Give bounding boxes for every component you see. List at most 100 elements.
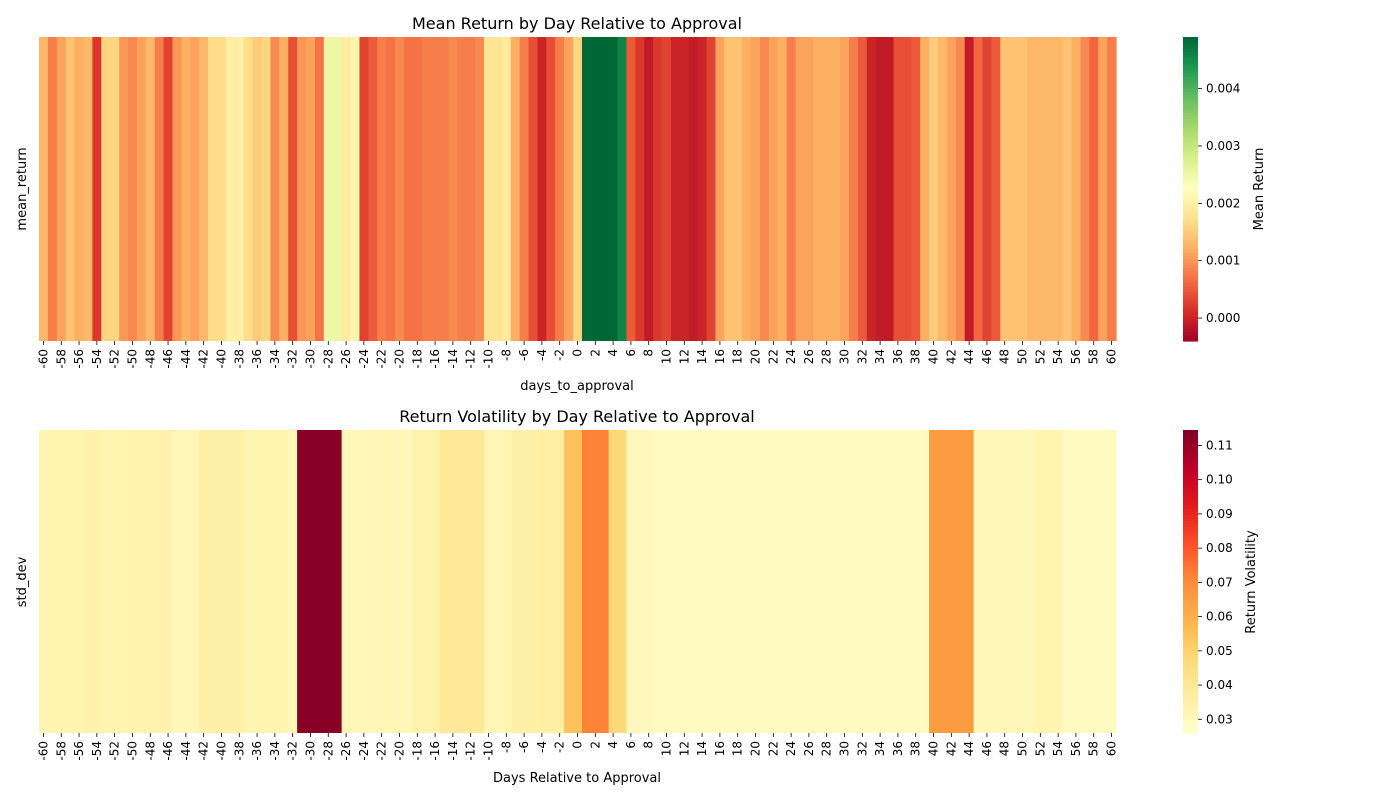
x-tick-label: -56 bbox=[72, 741, 86, 761]
colorbar-segment bbox=[1183, 280, 1198, 284]
colorbar-segment bbox=[1183, 596, 1198, 601]
x-tick-label: -52 bbox=[108, 349, 122, 369]
heatmap-cell bbox=[786, 430, 797, 733]
colorbar-segment bbox=[1183, 466, 1198, 470]
x-tick-label: 30 bbox=[838, 349, 852, 364]
colorbar-segment bbox=[1183, 307, 1198, 312]
colorbar-segment bbox=[1183, 67, 1198, 72]
heatmap-cell bbox=[519, 37, 530, 341]
colorbar-segment bbox=[1183, 451, 1198, 455]
x-tick-label: -30 bbox=[303, 349, 317, 369]
colorbar-segment bbox=[1183, 149, 1198, 154]
heatmap-cell bbox=[83, 37, 93, 341]
colorbar-segment bbox=[1183, 720, 1198, 725]
colorbar-segment bbox=[1183, 708, 1198, 713]
heatmap-cell bbox=[840, 37, 850, 341]
colorbar-segment bbox=[1183, 277, 1198, 281]
heatmap-cell bbox=[270, 430, 280, 733]
colorbar-segment bbox=[1183, 88, 1198, 93]
heatmap-cell bbox=[573, 430, 583, 733]
x-tick-label: 58 bbox=[1087, 741, 1101, 756]
y-axis-label: mean_return bbox=[15, 147, 30, 230]
x-tick-label: -22 bbox=[375, 741, 389, 761]
x-tick-label: 60 bbox=[1105, 741, 1119, 756]
colorbar-segment bbox=[1183, 337, 1198, 342]
colorbar-segment bbox=[1183, 723, 1198, 728]
x-tick-label: 16 bbox=[713, 349, 727, 364]
x-tick-label: 26 bbox=[802, 741, 816, 756]
heatmap-cell bbox=[635, 430, 645, 733]
heatmap-cell bbox=[395, 37, 405, 341]
colorbar-segment bbox=[1183, 705, 1198, 710]
y-tick-label: - bbox=[18, 178, 22, 192]
colorbar-segment bbox=[1183, 152, 1198, 157]
heatmap-cell bbox=[581, 37, 592, 341]
heatmap-cell bbox=[119, 37, 129, 341]
colorbar-tick-label: 0.001 bbox=[1206, 254, 1240, 268]
heatmap-cell bbox=[386, 37, 396, 341]
x-tick-label: 4 bbox=[606, 349, 620, 357]
heatmap-cell bbox=[412, 430, 423, 733]
colorbar-segment bbox=[1183, 331, 1198, 336]
colorbar-segment bbox=[1183, 614, 1198, 619]
heatmap-cell bbox=[501, 37, 512, 341]
colorbar-segment bbox=[1183, 499, 1198, 504]
x-tick-label: -10 bbox=[481, 349, 495, 369]
x-tick-label: 4 bbox=[606, 741, 620, 749]
x-tick-label: -34 bbox=[268, 349, 282, 369]
colorbar-segment bbox=[1183, 146, 1198, 151]
colorbar-segment bbox=[1183, 176, 1198, 181]
heatmap-cell bbox=[332, 430, 343, 733]
heatmap-cell bbox=[751, 430, 761, 733]
colorbar-segment bbox=[1183, 207, 1198, 211]
heatmap-cell bbox=[154, 430, 165, 733]
colorbar-segment bbox=[1183, 581, 1198, 586]
colorbar-segment bbox=[1183, 313, 1198, 318]
heatmap-cell bbox=[492, 430, 503, 733]
heatmap-cell bbox=[1044, 430, 1055, 733]
colorbar-segment bbox=[1183, 325, 1198, 330]
colorbar-segment bbox=[1183, 687, 1198, 692]
colorbar-segment bbox=[1183, 46, 1198, 50]
colorbar-segment bbox=[1183, 167, 1198, 172]
x-axis-label: Days Relative to Approval bbox=[493, 771, 661, 786]
colorbar-tick-label: 0.10 bbox=[1206, 473, 1233, 487]
colorbar-segment bbox=[1183, 210, 1198, 214]
x-tick-label: -48 bbox=[143, 349, 157, 369]
heatmap-cell bbox=[306, 37, 316, 341]
heatmap-cell bbox=[510, 37, 521, 341]
colorbar-segment bbox=[1183, 620, 1198, 625]
colorbar-segment bbox=[1183, 663, 1198, 667]
heatmap-cell bbox=[955, 430, 966, 733]
heatmap-cell bbox=[314, 37, 325, 341]
heatmap-cell bbox=[350, 37, 361, 341]
heatmap-cell bbox=[261, 430, 272, 733]
heatmap-cell bbox=[1035, 430, 1046, 733]
colorbar-segment bbox=[1183, 639, 1198, 643]
heatmap-cell bbox=[65, 37, 76, 341]
colorbar-segment bbox=[1183, 64, 1198, 68]
x-tick-label: 56 bbox=[1069, 741, 1083, 756]
heatmap-cell bbox=[929, 430, 939, 733]
heatmap-cell bbox=[581, 430, 592, 733]
x-tick-label: 38 bbox=[909, 741, 923, 756]
colorbar-segment bbox=[1183, 179, 1198, 184]
colorbar-segment bbox=[1183, 271, 1198, 275]
heatmap-cell bbox=[430, 37, 441, 341]
heatmap-cell bbox=[225, 430, 236, 733]
colorbar-segment bbox=[1183, 714, 1198, 719]
heatmap-cell bbox=[955, 37, 966, 341]
colorbar-segment bbox=[1183, 436, 1198, 440]
x-tick-label: 42 bbox=[944, 349, 958, 364]
heatmap-cell bbox=[715, 37, 725, 341]
x-tick-label: -38 bbox=[232, 349, 246, 369]
colorbar-segment bbox=[1183, 204, 1198, 208]
heatmap-cell bbox=[911, 430, 921, 733]
colorbar-segment bbox=[1183, 657, 1198, 661]
colorbar-segment bbox=[1183, 304, 1198, 309]
x-axis-label: days_to_approval bbox=[520, 379, 634, 394]
colorbar-tick-label: 0.07 bbox=[1206, 575, 1233, 589]
heatmap-cell bbox=[208, 430, 218, 733]
x-tick-label: 44 bbox=[962, 741, 976, 756]
colorbar-segment bbox=[1183, 170, 1198, 175]
